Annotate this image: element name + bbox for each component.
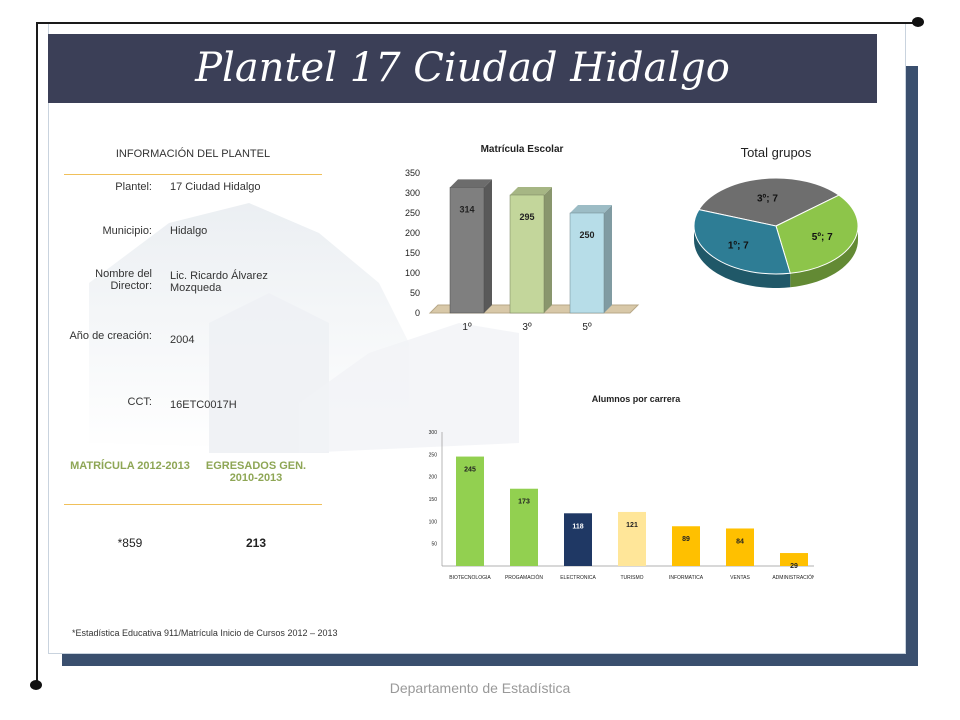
bar xyxy=(780,553,808,566)
pie-slice-side xyxy=(790,226,858,288)
bar-data-label: 29 xyxy=(790,563,798,570)
egresados-heading: EGRESADOS GEN. 2010-2013 xyxy=(205,460,307,484)
bar-side xyxy=(544,187,552,313)
y-tick-label: 100 xyxy=(405,268,420,278)
bar-data-label: 89 xyxy=(682,536,690,543)
pie-slice-label: 3º; 7 xyxy=(757,194,778,205)
bar-top xyxy=(450,179,492,188)
x-tick-label: 3º xyxy=(522,322,532,333)
bar-top xyxy=(510,187,552,195)
x-tick-label: BIOTECNOLOGIA xyxy=(449,575,491,581)
pie-slice-label: 1º; 7 xyxy=(728,241,749,252)
x-tick-label: INFORMATICA xyxy=(669,575,704,581)
bar xyxy=(672,526,700,566)
info-value: 2004 xyxy=(170,334,195,346)
y-tick-label: 150 xyxy=(429,497,438,503)
bar-data-label: 250 xyxy=(579,230,594,240)
pie-slice-side xyxy=(694,226,791,288)
bar-data-label: 314 xyxy=(459,204,474,214)
bar xyxy=(449,187,485,314)
bar-side xyxy=(484,179,492,313)
matricula-chart-title: Matrícula Escolar xyxy=(481,144,564,155)
pie-slice xyxy=(775,194,859,274)
bar xyxy=(569,212,605,314)
info-label: Nombre del Director: xyxy=(95,268,152,292)
y-tick-label: 100 xyxy=(429,519,438,525)
pie-slice xyxy=(693,209,791,275)
y-tick-label: 50 xyxy=(410,288,420,298)
top-rule xyxy=(36,22,916,24)
bar-data-label: 118 xyxy=(572,523,583,530)
x-tick-label: ELECTRONICA xyxy=(560,575,596,581)
pie-slice xyxy=(698,177,840,227)
info-label: Municipio: xyxy=(102,225,152,237)
grupos-chart: Total grupos 3º; 7 5º; 7 1º; 7 xyxy=(693,145,859,288)
info-label: Año de creación: xyxy=(69,330,152,342)
y-tick-label: 350 xyxy=(405,168,420,178)
carrera-chart: Alumnos por carrera 50 100 150 200 250 300 24… xyxy=(429,394,814,581)
egresados-value: 213 xyxy=(245,536,267,550)
bar xyxy=(456,456,484,566)
y-tick-label: 0 xyxy=(415,308,420,318)
info-heading: INFORMACIÓN DEL PLANTEL xyxy=(64,134,322,175)
x-tick-label: 1º xyxy=(462,322,472,333)
footnote: *Estadística Educativa 911/Matrícula Ini… xyxy=(72,628,338,638)
left-rule xyxy=(36,22,38,684)
corner-dot-bottom-left xyxy=(30,680,42,690)
y-tick-label: 250 xyxy=(405,208,420,218)
bar xyxy=(564,513,592,566)
bar-side xyxy=(604,205,612,313)
carrera-chart-title: Alumnos por carrera xyxy=(592,394,682,404)
pie-slice-label: 5º; 7 xyxy=(812,232,833,243)
info-label: Plantel: xyxy=(115,181,152,193)
matricula-chart: Matrícula Escolar 050100150200250300350 … xyxy=(405,144,640,333)
y-tick-label: 200 xyxy=(429,475,438,481)
bar xyxy=(509,194,545,314)
bar xyxy=(510,488,538,566)
x-tick-label: ADMINISTRACIÓN xyxy=(772,574,814,581)
info-value: 17 Ciudad Hidalgo xyxy=(170,181,261,193)
info-value: Hidalgo xyxy=(170,225,208,237)
corner-dot-top-right xyxy=(912,17,924,27)
matricula-value: *859 xyxy=(117,536,143,550)
slide-frame xyxy=(48,22,906,654)
x-tick-label: PROGAMACIÓN xyxy=(505,574,543,581)
bar-top xyxy=(570,205,612,213)
y-tick-label: 300 xyxy=(405,188,420,198)
info-value: 16ETC0017H xyxy=(170,399,237,411)
bar-data-label: 295 xyxy=(519,212,534,222)
title-bar: Plantel 17 Ciudad Hidalgo xyxy=(48,34,877,103)
bar xyxy=(726,528,754,566)
summary-divider xyxy=(64,504,322,505)
page-title: Plantel 17 Ciudad Hidalgo xyxy=(195,45,730,91)
y-tick-label: 300 xyxy=(429,430,438,436)
background-watermark xyxy=(89,203,519,453)
y-tick-label: 200 xyxy=(405,228,420,238)
info-panel: INFORMACIÓN DEL PLANTEL Plantel: 17 Ciud… xyxy=(64,134,322,564)
grupos-chart-title: Total grupos xyxy=(741,145,812,160)
bar-data-label: 121 xyxy=(626,522,638,529)
x-tick-label: 5º xyxy=(582,322,592,333)
y-tick-label: 250 xyxy=(429,452,438,458)
x-tick-label: VENTAS xyxy=(730,575,750,581)
x-tick-label: TURISMO xyxy=(620,575,643,581)
info-label: CCT: xyxy=(127,396,152,408)
y-tick-label: 150 xyxy=(405,248,420,258)
bar xyxy=(618,511,646,566)
bar-data-label: 173 xyxy=(518,499,530,506)
footer-department: Departamento de Estadística xyxy=(389,680,571,696)
matricula-heading: MATRÍCULA 2012-2013 xyxy=(70,460,190,472)
bar-data-label: 245 xyxy=(464,467,476,474)
bar-data-label: 84 xyxy=(736,538,744,545)
info-value: Lic. Ricardo Álvarez Mozqueda xyxy=(170,270,268,294)
y-tick-label: 50 xyxy=(431,542,437,548)
